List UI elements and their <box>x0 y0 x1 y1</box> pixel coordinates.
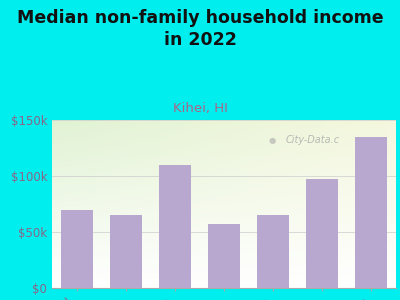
Text: Kihei, HI: Kihei, HI <box>172 102 228 115</box>
Bar <box>356 137 387 288</box>
Bar <box>159 165 191 288</box>
Bar <box>306 179 338 288</box>
Text: Median non-family household income
in 2022: Median non-family household income in 20… <box>17 9 383 49</box>
Bar <box>257 215 289 288</box>
Bar <box>61 210 92 288</box>
Text: City-Data.c: City-Data.c <box>286 135 340 145</box>
Bar <box>208 224 240 288</box>
Text: ●: ● <box>269 136 276 145</box>
Bar <box>110 215 142 288</box>
